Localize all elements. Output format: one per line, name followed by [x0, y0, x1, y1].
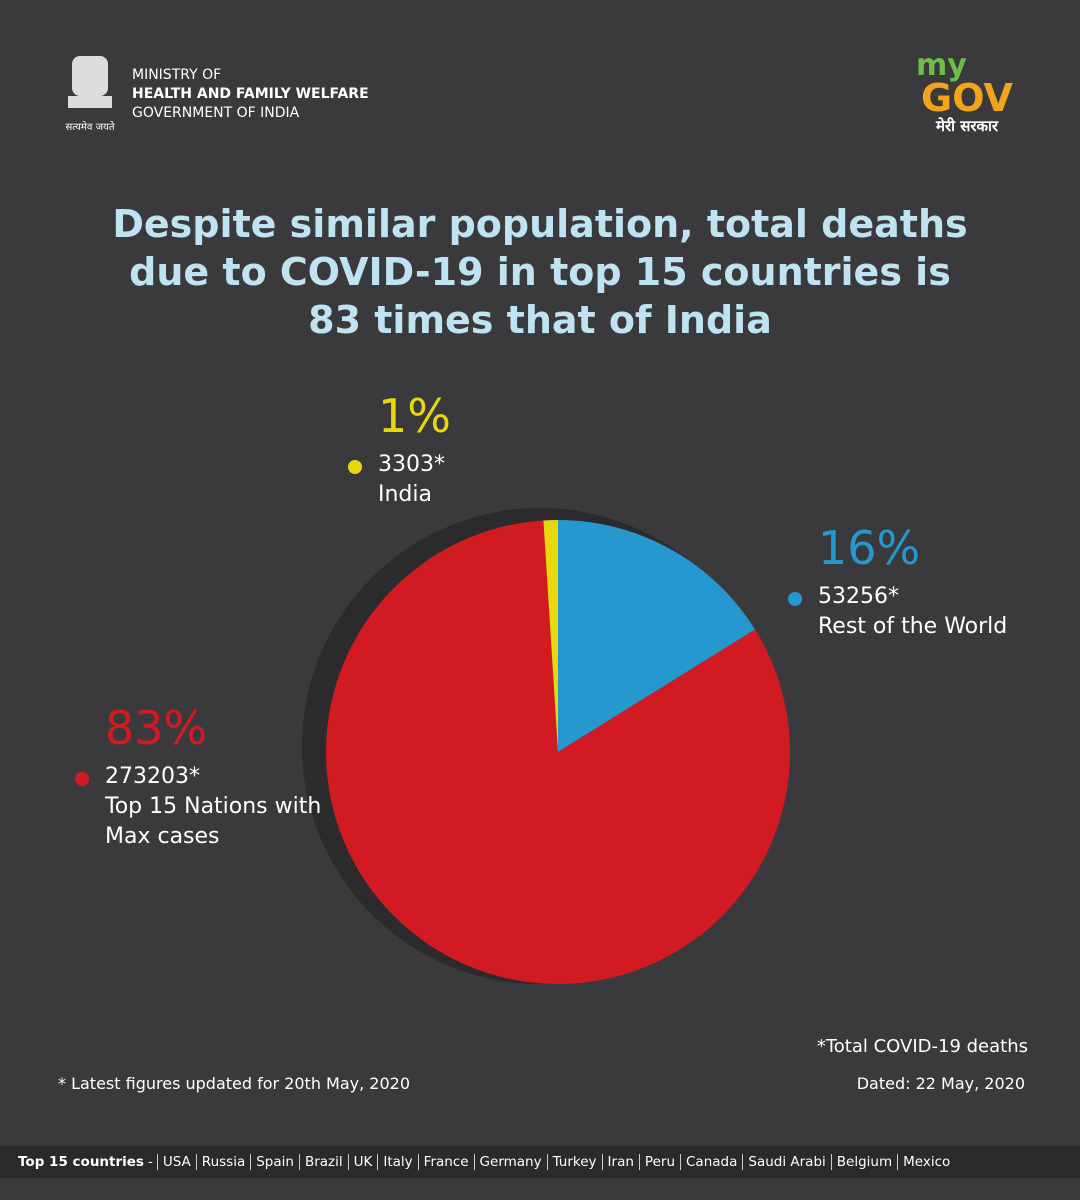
country: Russia [195, 1154, 251, 1170]
country: Germany [473, 1154, 547, 1170]
slice-label: 83% 273203* Top 15 Nations with Max cases [75, 700, 325, 852]
share-label: 1% [378, 389, 451, 443]
category-label: India [378, 482, 432, 507]
category-label: Top 15 Nations with Max cases [105, 794, 322, 849]
footer-label: Top 15 countries [18, 1154, 144, 1170]
pie-slice [325, 520, 790, 984]
category-label: Rest of the World [818, 614, 1008, 639]
country: Brazil [298, 1154, 348, 1170]
country: Mexico [897, 1154, 956, 1170]
pie-slice [558, 520, 756, 752]
chart-title: Despite similar population, total deaths… [112, 202, 968, 342]
chart [302, 508, 790, 984]
ministry: MINISTRY OF HEALTH AND FAMILY WELFARE GO… [132, 66, 369, 123]
country: UK [347, 1154, 378, 1170]
country: Iran [601, 1154, 639, 1170]
legend-dot [788, 592, 802, 606]
ministry-line: HEALTH AND FAMILY WELFARE [132, 86, 369, 102]
legend-dot [75, 772, 89, 786]
value-label: 273203* [105, 764, 200, 789]
slice-label: 1% 3303* India [348, 388, 538, 510]
slice-label: 16% 53256* Rest of the World [788, 520, 1018, 642]
ministry-line: MINISTRY OF [132, 67, 222, 83]
logo-sub: मेरी सरकार [935, 117, 999, 135]
mygov-logo: my GOV मेरी सरकार [912, 48, 1022, 136]
note: * Latest figures updated for 20th May, 2… [58, 1074, 411, 1093]
logo-main: GOV [921, 76, 1013, 120]
value-label: 53256* [818, 584, 899, 609]
country: Saudi Arabi [742, 1154, 831, 1170]
logo-top: my [916, 48, 967, 83]
value-label: 3303* [378, 452, 445, 477]
legend-dot [348, 460, 362, 474]
country: Canada [680, 1154, 743, 1170]
share-label: 16% [818, 521, 921, 575]
country: Belgium [830, 1154, 898, 1170]
country: Peru [638, 1154, 680, 1170]
note: Dated: 22 May, 2020 [856, 1074, 1025, 1093]
country: France [417, 1154, 474, 1170]
dash: - [147, 1154, 153, 1170]
note: *Total COVID-19 deaths [816, 1036, 1028, 1057]
emblem: सत्यमेव जयते [65, 56, 115, 133]
motto: सत्यमेव जयते [65, 121, 114, 133]
footer-bar: Top 15 countries - USA Russia Spain Brazil UK I… [0, 1146, 1080, 1178]
share-label: 83% [105, 701, 208, 755]
pie-slice [543, 520, 558, 752]
country: Spain [250, 1154, 299, 1170]
ministry-line: GOVERNMENT OF INDIA [132, 105, 300, 121]
country: USA [156, 1154, 196, 1170]
country: Italy [377, 1154, 418, 1170]
country: Turkey [546, 1154, 602, 1170]
